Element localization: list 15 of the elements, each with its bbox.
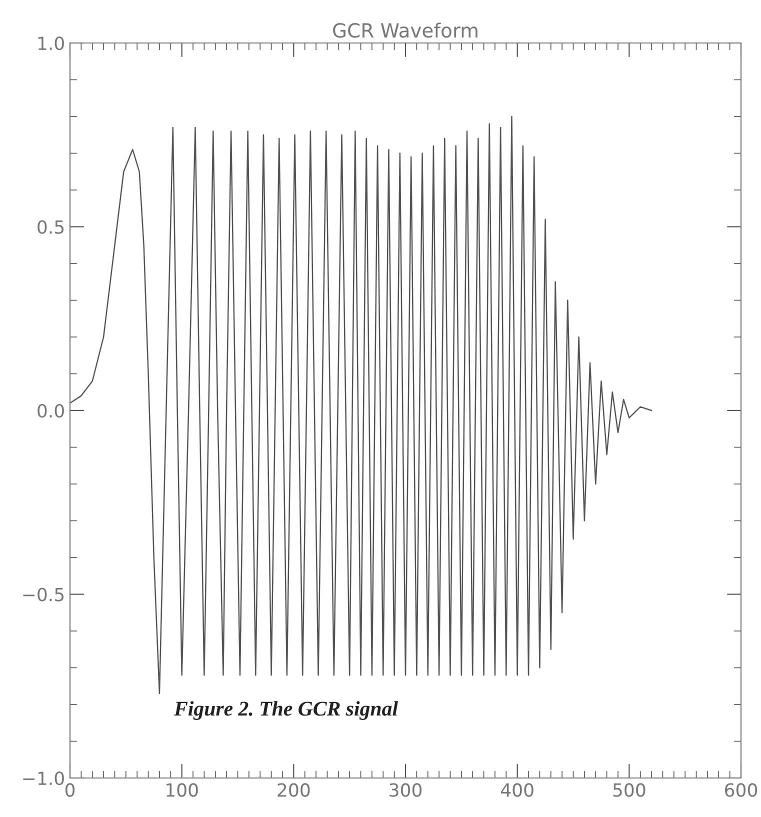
annotation: Figure 2. The GCR signal — [174, 701, 398, 720]
x-tick-label: 300 — [390, 783, 422, 797]
y-tick-label: −0.5 — [23, 588, 64, 602]
x-tick-label: 100 — [166, 783, 198, 797]
line-series — [70, 116, 652, 694]
x-tick-label: 400 — [500, 783, 534, 797]
chart-title: GCR Waveform — [333, 22, 478, 38]
y-tick-label: 0.5 — [38, 220, 64, 234]
y-tick-label: 0.0 — [38, 404, 64, 418]
x-tick-label: 500 — [613, 783, 646, 797]
x-tick-label: 600 — [725, 783, 758, 797]
x-tick-label: 200 — [278, 783, 310, 797]
y-tick-label: −1.0 — [23, 771, 64, 786]
x-tick-label: 0 — [65, 783, 75, 797]
y-tick-label: 1.0 — [38, 36, 64, 50]
